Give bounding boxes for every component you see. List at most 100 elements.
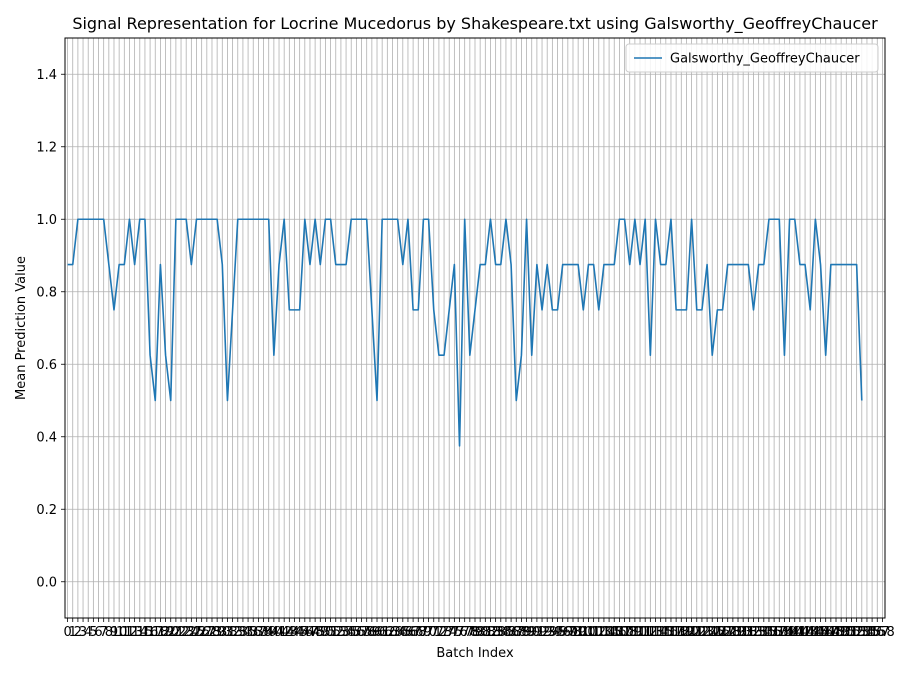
x-tick-label: 147: [813, 625, 838, 640]
x-tick-label: 86: [503, 625, 520, 640]
x-tick-label: 58: [358, 625, 375, 640]
x-tick-label: 1: [69, 625, 77, 640]
x-tick-label: 38: [255, 625, 272, 640]
x-tick-label: 83: [487, 625, 504, 640]
x-tick-label: 110: [622, 625, 647, 640]
x-tick-label: 65: [395, 625, 412, 640]
x-tick-label: 80: [472, 625, 489, 640]
x-tick-label: 6: [94, 625, 102, 640]
x-tick-label: 92: [534, 625, 551, 640]
x-tick-label: 76: [451, 625, 468, 640]
x-tick-label: 87: [508, 625, 525, 640]
x-tick-label: 150: [829, 625, 854, 640]
x-tick-label: 53: [333, 625, 350, 640]
x-tick-label: 41: [271, 625, 288, 640]
x-tick-label: 20: [162, 625, 179, 640]
x-tick-label: 142: [787, 625, 812, 640]
x-tick-label: 27: [199, 625, 216, 640]
x-tick-label: 154: [849, 625, 874, 640]
x-tick-label: 5: [89, 625, 97, 640]
y-tick-label: 1.0: [36, 213, 57, 228]
y-axis: 0.0 0.2 0.4 0.6 0.8 1.0 1.2 1.4: [36, 68, 65, 590]
x-tick-label: 56: [348, 625, 365, 640]
x-tick-label: 135: [751, 625, 776, 640]
x-tick-label: 90: [523, 625, 540, 640]
x-tick-label: 98: [565, 625, 582, 640]
x-tick-label: 158: [870, 625, 895, 640]
x-tick-label: 152: [839, 625, 864, 640]
x-tick-label: 9: [110, 625, 118, 640]
x-tick-label: 151: [834, 625, 859, 640]
x-tick-label: 114: [643, 625, 668, 640]
x-tick-label: 60: [369, 625, 386, 640]
x-tick-label: 69: [415, 625, 432, 640]
x-tick-label: 64: [389, 625, 406, 640]
x-tick-label: 99: [570, 625, 587, 640]
x-tick-label: 2: [74, 625, 82, 640]
x-tick-label: 19: [157, 625, 174, 640]
x-tick-label: 143: [793, 625, 818, 640]
x-tick-label: 10: [111, 625, 128, 640]
chart-title: Signal Representation for Locrine Mucedo…: [72, 14, 878, 34]
x-tick-label: 32: [224, 625, 241, 640]
x-tick-label: 108: [612, 625, 637, 640]
x-tick-label: 18: [152, 625, 169, 640]
x-tick-label: 85: [498, 625, 515, 640]
x-tick-label: 46: [297, 625, 314, 640]
x-tick-label: 130: [726, 625, 751, 640]
x-tick-label: 72: [431, 625, 448, 640]
x-tick-label: 45: [291, 625, 308, 640]
x-tick-label: 120: [674, 625, 699, 640]
x-tick-label: 104: [592, 625, 617, 640]
x-tick-label: 94: [544, 625, 561, 640]
series-line-0: [67, 218, 863, 447]
y-axis-label: Mean Prediction Value: [14, 256, 29, 400]
y-tick-label: 0.0: [36, 575, 57, 590]
x-tick-label: 126: [705, 625, 730, 640]
x-tick-label: 82: [482, 625, 499, 640]
x-tick-label: 34: [235, 625, 252, 640]
x-tick-label: 138: [767, 625, 792, 640]
x-tick-label: 124: [695, 625, 720, 640]
x-tick-label: 105: [597, 625, 622, 640]
x-tick-label: 149: [824, 625, 849, 640]
x-tick-label: 39: [260, 625, 277, 640]
x-tick-label: 33: [229, 625, 246, 640]
x-tick-label: 131: [731, 625, 756, 640]
x-tick-label: 117: [659, 625, 684, 640]
x-tick-label: 47: [302, 625, 319, 640]
x-tick-label: 146: [808, 625, 833, 640]
x-tick-label: 22: [173, 625, 190, 640]
x-tick-label: 116: [653, 625, 678, 640]
x-tick-label: 62: [379, 625, 396, 640]
x-tick-label: 100: [571, 625, 596, 640]
x-tick-label: 29: [209, 625, 226, 640]
y-tick-label: 1.4: [36, 68, 57, 83]
x-tick-label: 7: [100, 625, 108, 640]
x-tick-label: 133: [741, 625, 766, 640]
x-tick-label: 153: [844, 625, 869, 640]
x-tick-label: 25: [188, 625, 205, 640]
x-axis: 0123456789101112131415161718192021222324…: [63, 618, 895, 640]
x-tick-label: 21: [168, 625, 185, 640]
x-tick-label: 43: [281, 625, 298, 640]
x-tick-label: 61: [374, 625, 391, 640]
x-tick-label: 145: [803, 625, 828, 640]
x-tick-label: 55: [343, 625, 360, 640]
x-tick-label: 16: [142, 625, 159, 640]
series-layer: [67, 218, 863, 447]
x-tick-label: 81: [477, 625, 494, 640]
x-tick-label: 91: [529, 625, 546, 640]
x-tick-label: 67: [405, 625, 422, 640]
x-tick-label: 4: [84, 625, 92, 640]
x-tick-label: 17: [147, 625, 164, 640]
x-tick-label: 156: [860, 625, 885, 640]
x-tick-label: 93: [539, 625, 556, 640]
x-tick-label: 95: [549, 625, 566, 640]
x-tick-label: 115: [648, 625, 673, 640]
x-tick-label: 134: [746, 625, 771, 640]
x-tick-label: 71: [425, 625, 442, 640]
x-tick-label: 107: [607, 625, 632, 640]
x-tick-label: 44: [286, 625, 303, 640]
x-tick-label: 28: [204, 625, 221, 640]
